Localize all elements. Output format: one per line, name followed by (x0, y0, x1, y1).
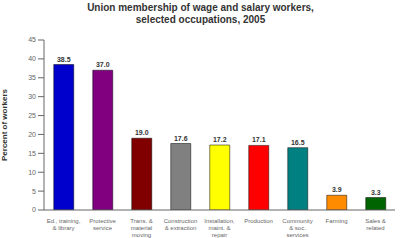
svg-text:Production: Production (244, 218, 273, 224)
svg-text:0: 0 (32, 206, 36, 213)
svg-text:16.5: 16.5 (291, 139, 305, 146)
svg-text:17.2: 17.2 (213, 136, 227, 143)
svg-text:17.1: 17.1 (252, 136, 266, 143)
svg-text:Construction& extraction: Construction& extraction (164, 218, 198, 231)
svg-text:30: 30 (28, 93, 36, 100)
html-text:Union membership of wage and s: Union membership of wage and salary work… (87, 2, 314, 13)
svg-text:35: 35 (28, 74, 36, 81)
svg-text:3.9: 3.9 (332, 186, 342, 193)
svg-text:37.0: 37.0 (96, 61, 110, 68)
svg-text:5: 5 (32, 188, 36, 195)
svg-text:Sales &related: Sales &related (365, 218, 386, 231)
svg-text:Percent of workers: Percent of workers (8, 88, 9, 161)
svg-text:Trans. &materialmoving: Trans. &materialmoving (130, 218, 152, 238)
svg-text:Protectiveservice: Protectiveservice (89, 218, 116, 231)
svg-text:Ed., training,& library: Ed., training,& library (47, 218, 81, 231)
svg-text:3.3: 3.3 (371, 189, 381, 196)
svg-text:20: 20 (28, 131, 36, 138)
svg-text:45: 45 (28, 36, 36, 43)
svg-text:15: 15 (28, 150, 36, 157)
svg-text:10: 10 (28, 169, 36, 176)
svg-text:17.6: 17.6 (174, 135, 188, 142)
svg-text:19.0: 19.0 (135, 129, 149, 136)
svg-text:Community& soc.services: Community& soc.services (282, 218, 312, 238)
svg-text:38.5: 38.5 (57, 56, 71, 63)
svg-text:Installation,maint. &repair: Installation,maint. &repair (204, 218, 235, 238)
svg-text:Farming: Farming (325, 218, 347, 224)
svg-text:25: 25 (28, 112, 36, 119)
html-text:selected occupations, 2005: selected occupations, 2005 (135, 14, 266, 25)
svg-text:40: 40 (28, 55, 36, 62)
